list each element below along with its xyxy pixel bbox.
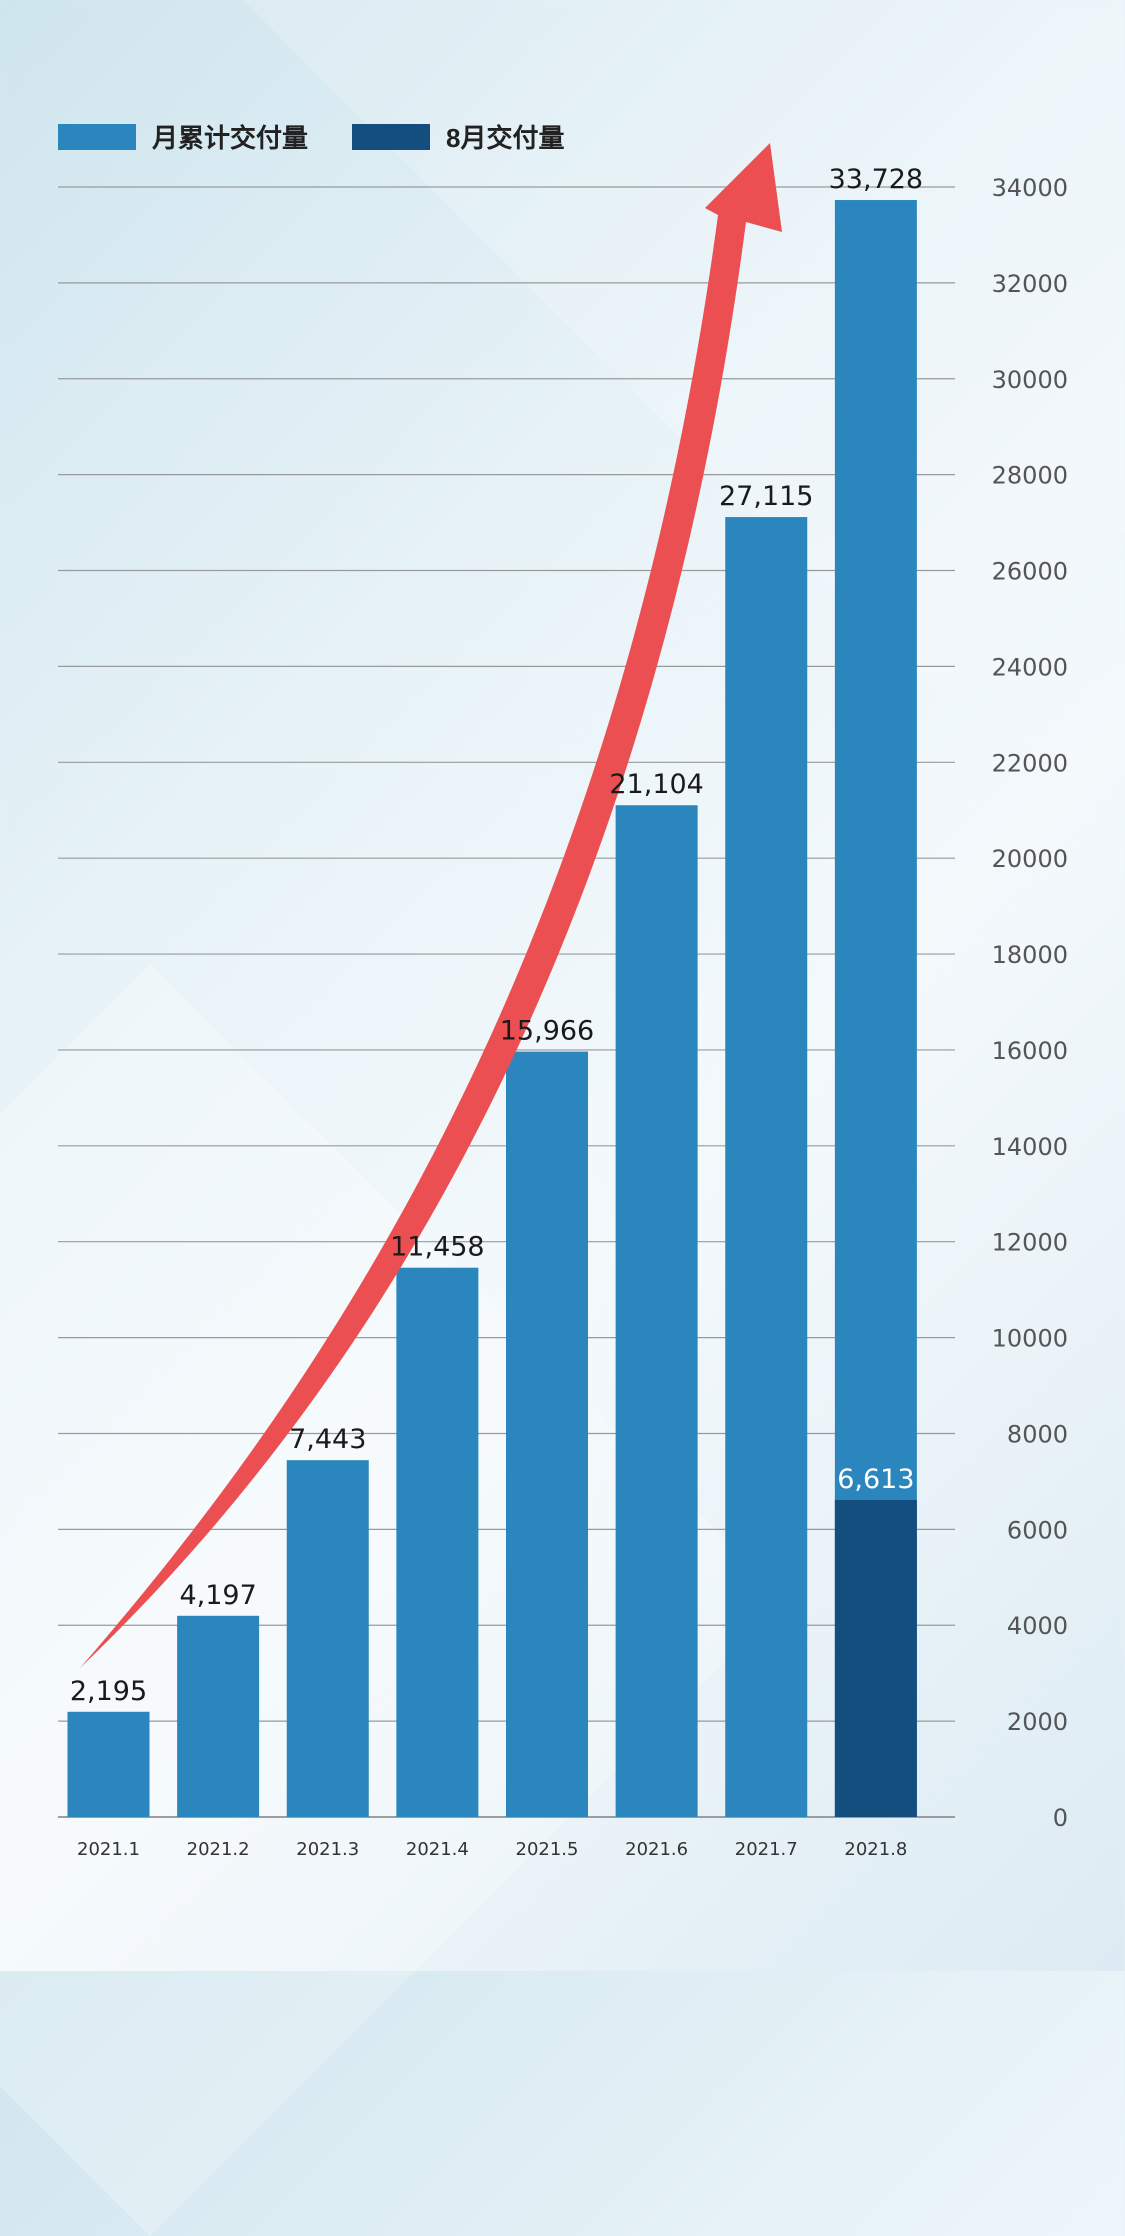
data-label: 15,966 xyxy=(500,1016,594,1047)
bar-cumulative xyxy=(615,805,698,1817)
x-tick-label: 2021.2 xyxy=(187,1839,250,1860)
bar-chart: 0 2000 4000 6000 8000 10000 12000 14000 16000 180… xyxy=(58,143,1068,1860)
y-tick-label: 16000 xyxy=(992,1037,1068,1065)
y-tick-label: 2000 xyxy=(1007,1708,1068,1736)
bar-cumulative xyxy=(725,517,808,1818)
data-label: 33,728 xyxy=(829,164,923,195)
legend-label-cumulative: 月累计交付量 xyxy=(152,123,309,153)
data-label: 4,197 xyxy=(179,1580,256,1611)
x-tick-label: 2021.5 xyxy=(516,1839,579,1860)
y-tick-label: 4000 xyxy=(1007,1612,1068,1640)
legend: 月累计交付量 8月交付量 xyxy=(58,118,608,155)
y-tick-label: 30000 xyxy=(992,366,1068,394)
y-tick-label: 8000 xyxy=(1007,1420,1068,1448)
legend-swatch-cumulative xyxy=(58,123,136,150)
x-tick-label: 2021.7 xyxy=(735,1839,798,1860)
bar-cumulative xyxy=(177,1615,260,1817)
bar-august xyxy=(834,1499,917,1817)
bar-cumulative xyxy=(67,1711,150,1817)
data-label-august: 6,613 xyxy=(837,1464,914,1495)
data-label: 2,195 xyxy=(70,1676,147,1707)
data-label: 27,115 xyxy=(719,481,813,512)
y-tick-label: 0 xyxy=(1053,1804,1068,1832)
y-tick-label: 6000 xyxy=(1007,1516,1068,1544)
y-tick-label: 10000 xyxy=(992,1325,1068,1353)
x-tick-label: 2021.4 xyxy=(406,1839,469,1860)
data-label: 21,104 xyxy=(609,769,703,800)
legend-swatch-august xyxy=(352,123,431,150)
y-tick-label: 34000 xyxy=(992,174,1068,202)
x-tick-label: 2021.8 xyxy=(844,1839,907,1860)
x-tick-label: 2021.1 xyxy=(77,1839,140,1860)
y-tick-label: 14000 xyxy=(992,1133,1068,1161)
x-tick-label: 2021.6 xyxy=(625,1839,688,1860)
data-label: 11,458 xyxy=(390,1232,484,1263)
data-label: 7,443 xyxy=(289,1424,366,1455)
bar-cumulative xyxy=(506,1051,588,1817)
legend-label-august: 8月交付量 xyxy=(446,123,565,153)
x-tick-label: 2021.3 xyxy=(296,1839,359,1860)
y-tick-label: 22000 xyxy=(992,749,1068,777)
y-tick-label: 20000 xyxy=(992,845,1068,873)
y-tick-label: 24000 xyxy=(992,653,1068,681)
y-tick-label: 32000 xyxy=(992,270,1068,298)
legend-item-cumulative: 月累计交付量 xyxy=(58,118,308,155)
legend-item-august: 8月交付量 xyxy=(352,118,564,155)
trend-arrow xyxy=(80,143,782,1668)
y-tick-label: 28000 xyxy=(992,462,1068,490)
y-tick-label: 18000 xyxy=(992,941,1068,969)
y-tick-label: 12000 xyxy=(992,1229,1068,1257)
y-tick-label: 26000 xyxy=(992,558,1068,586)
bar-cumulative xyxy=(286,1460,369,1817)
bar-cumulative xyxy=(396,1267,479,1817)
